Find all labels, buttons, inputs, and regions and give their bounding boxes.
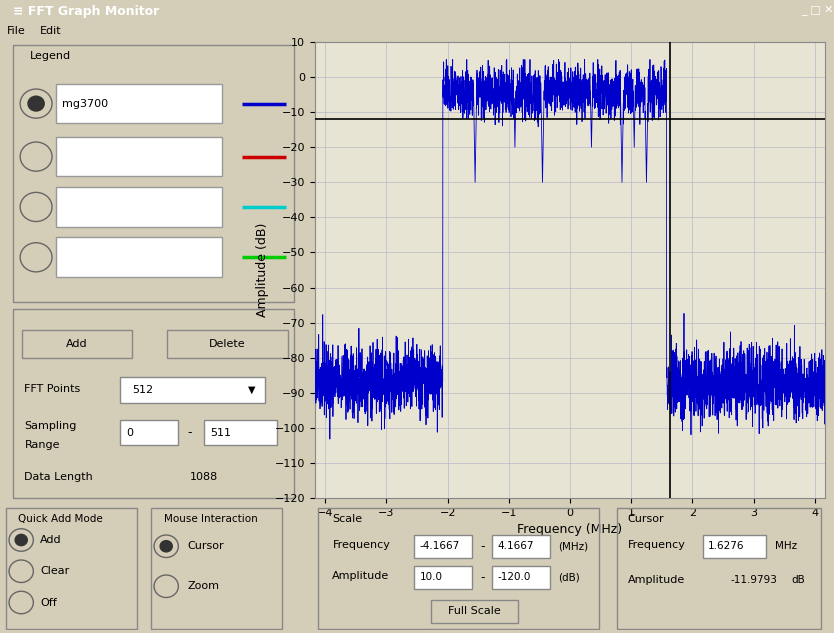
Text: Range: Range xyxy=(24,441,60,451)
Text: -4.1667: -4.1667 xyxy=(420,541,460,551)
Text: File: File xyxy=(7,26,25,36)
FancyBboxPatch shape xyxy=(414,567,471,589)
Text: Zoom: Zoom xyxy=(188,581,220,591)
FancyBboxPatch shape xyxy=(492,567,550,589)
FancyBboxPatch shape xyxy=(57,137,222,177)
Text: Off: Off xyxy=(40,598,57,608)
Text: Mouse Interaction: Mouse Interaction xyxy=(163,514,257,523)
FancyBboxPatch shape xyxy=(120,420,178,446)
Circle shape xyxy=(15,534,28,546)
Text: -11.9793: -11.9793 xyxy=(731,575,777,585)
FancyBboxPatch shape xyxy=(492,535,550,558)
Text: FFT Points: FFT Points xyxy=(24,384,81,394)
FancyBboxPatch shape xyxy=(431,600,518,622)
FancyBboxPatch shape xyxy=(204,420,277,446)
Text: -120.0: -120.0 xyxy=(498,572,531,582)
X-axis label: Frequency (MHz): Frequency (MHz) xyxy=(517,523,622,536)
Text: Cursor: Cursor xyxy=(628,514,664,523)
Text: dB: dB xyxy=(791,575,805,585)
Text: MHz: MHz xyxy=(775,541,796,551)
Text: Cursor: Cursor xyxy=(188,541,224,551)
FancyBboxPatch shape xyxy=(414,535,471,558)
Circle shape xyxy=(28,96,44,111)
Y-axis label: Amplitude (dB): Amplitude (dB) xyxy=(256,223,269,317)
FancyBboxPatch shape xyxy=(57,84,222,123)
Text: ▼: ▼ xyxy=(248,385,255,395)
Text: Sampling: Sampling xyxy=(24,421,77,431)
Text: 512: 512 xyxy=(132,385,153,395)
Text: 4.1667: 4.1667 xyxy=(498,541,535,551)
Circle shape xyxy=(9,529,33,551)
Text: Add: Add xyxy=(40,535,62,545)
Text: Legend: Legend xyxy=(30,51,72,61)
Text: Amplitude: Amplitude xyxy=(628,575,685,585)
Circle shape xyxy=(154,535,178,558)
FancyBboxPatch shape xyxy=(167,330,289,358)
Circle shape xyxy=(9,591,33,614)
FancyBboxPatch shape xyxy=(22,330,132,358)
Text: Edit: Edit xyxy=(40,26,62,36)
Text: 10.0: 10.0 xyxy=(420,572,442,582)
FancyBboxPatch shape xyxy=(57,237,222,277)
FancyBboxPatch shape xyxy=(120,377,265,403)
Text: Data Length: Data Length xyxy=(24,472,93,482)
Circle shape xyxy=(20,192,52,222)
FancyBboxPatch shape xyxy=(703,535,766,558)
Text: Scale: Scale xyxy=(333,514,363,523)
Circle shape xyxy=(20,142,52,171)
Text: Amplitude: Amplitude xyxy=(333,571,389,581)
Text: -: - xyxy=(187,426,191,439)
Circle shape xyxy=(20,242,52,272)
Text: 511: 511 xyxy=(210,428,231,438)
Text: ≡ FFT Graph Monitor: ≡ FFT Graph Monitor xyxy=(13,4,158,18)
Text: _ □ ✕: _ □ ✕ xyxy=(801,6,833,16)
Circle shape xyxy=(9,560,33,582)
FancyBboxPatch shape xyxy=(57,187,222,227)
Text: Clear: Clear xyxy=(40,567,69,576)
Text: -: - xyxy=(480,571,485,584)
Text: mg3700: mg3700 xyxy=(63,99,108,109)
Text: Quick Add Mode: Quick Add Mode xyxy=(18,514,103,523)
Text: Full Scale: Full Scale xyxy=(448,606,501,617)
Circle shape xyxy=(154,575,178,598)
Text: Frequency: Frequency xyxy=(333,540,390,550)
Circle shape xyxy=(20,89,52,118)
Text: 1088: 1088 xyxy=(190,472,218,482)
Text: Delete: Delete xyxy=(209,339,246,349)
Circle shape xyxy=(160,541,173,552)
Text: Frequency: Frequency xyxy=(628,540,686,550)
Text: (dB): (dB) xyxy=(559,572,580,582)
Text: 1.6276: 1.6276 xyxy=(707,541,744,551)
Text: (MHz): (MHz) xyxy=(559,541,589,551)
Text: -: - xyxy=(480,540,485,553)
Text: Add: Add xyxy=(66,339,88,349)
Text: 0: 0 xyxy=(126,428,133,438)
